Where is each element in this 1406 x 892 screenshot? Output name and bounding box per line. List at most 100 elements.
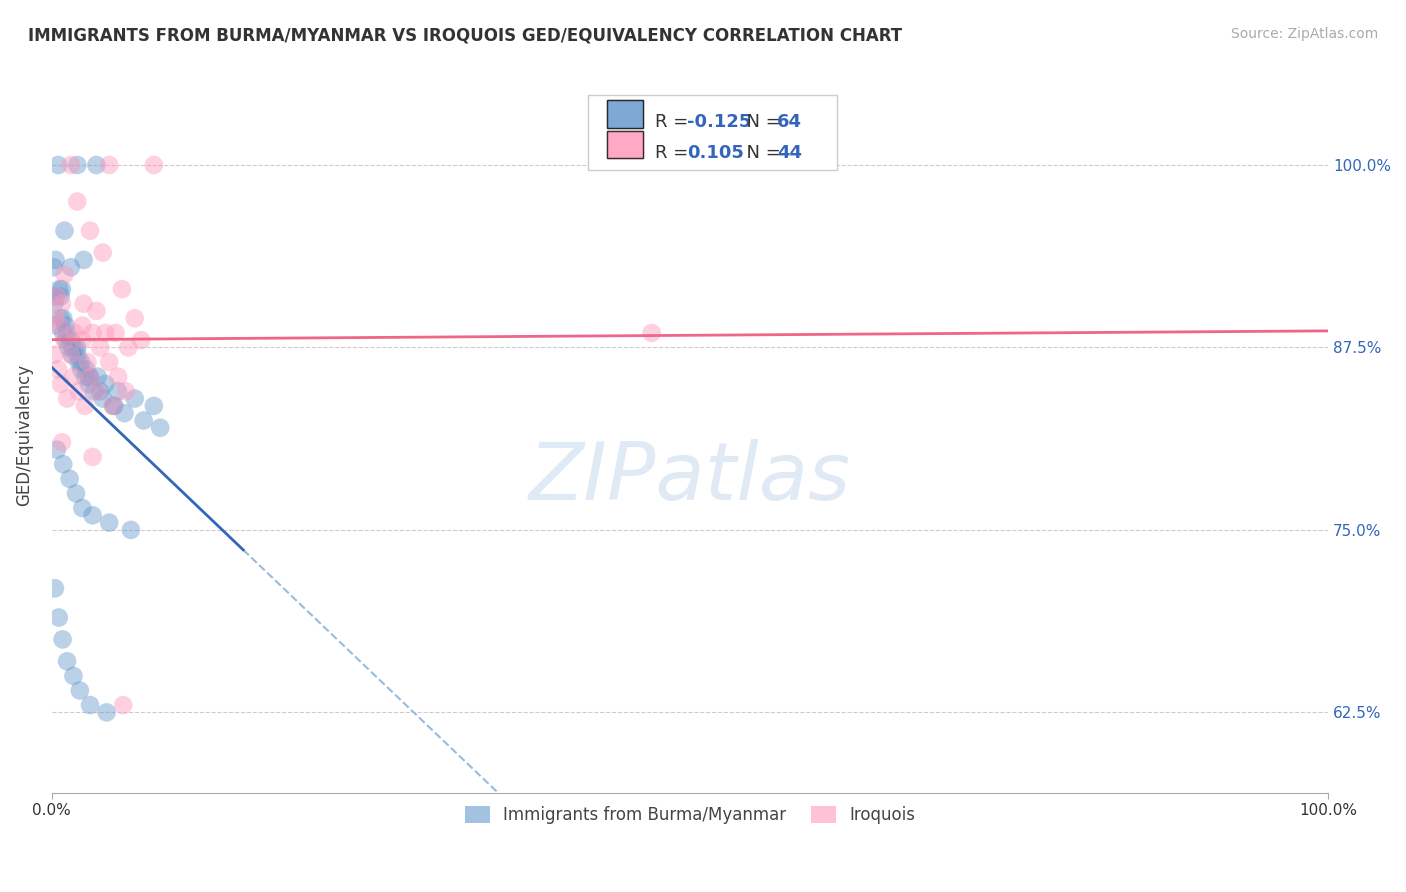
Point xyxy=(107,384,129,399)
Point xyxy=(79,369,101,384)
Point xyxy=(45,318,67,333)
Point xyxy=(52,632,75,647)
Point xyxy=(53,224,76,238)
Point xyxy=(63,341,86,355)
Point xyxy=(58,341,80,355)
Point xyxy=(107,369,129,384)
Point xyxy=(66,348,89,362)
Point xyxy=(149,421,172,435)
Point xyxy=(55,318,77,333)
Text: 0.105: 0.105 xyxy=(688,144,744,162)
Point xyxy=(70,355,93,369)
Point xyxy=(66,341,89,355)
Point xyxy=(59,472,82,486)
Text: -0.125: -0.125 xyxy=(688,113,752,131)
Point xyxy=(53,333,76,347)
Point xyxy=(91,245,114,260)
Point xyxy=(63,326,86,340)
Point xyxy=(59,260,82,275)
Point xyxy=(98,158,121,172)
Point xyxy=(77,369,100,384)
Point xyxy=(98,516,121,530)
Text: R =: R = xyxy=(655,113,695,131)
Point xyxy=(132,413,155,427)
Point xyxy=(142,399,165,413)
Point xyxy=(72,333,94,347)
Point xyxy=(96,706,118,720)
Point xyxy=(142,158,165,172)
Point xyxy=(89,341,111,355)
Point xyxy=(86,158,108,172)
Text: 44: 44 xyxy=(776,144,801,162)
Point xyxy=(112,698,135,712)
Point xyxy=(59,158,82,172)
Point xyxy=(120,523,142,537)
Point xyxy=(48,318,70,333)
Point xyxy=(51,435,73,450)
Point xyxy=(60,341,83,355)
Text: ZIPatlas: ZIPatlas xyxy=(529,439,851,517)
Point xyxy=(49,311,72,326)
Point xyxy=(53,268,76,282)
Point xyxy=(56,392,79,406)
Point xyxy=(52,326,75,340)
Point xyxy=(72,501,94,516)
Point xyxy=(66,158,89,172)
Point xyxy=(104,326,127,340)
Point xyxy=(49,376,72,391)
Point xyxy=(124,392,146,406)
Point xyxy=(94,376,117,391)
Text: Source: ZipAtlas.com: Source: ZipAtlas.com xyxy=(1230,27,1378,41)
Point xyxy=(51,296,73,310)
Point xyxy=(62,369,84,384)
Point xyxy=(51,282,73,296)
Point xyxy=(46,362,69,376)
Point xyxy=(82,326,104,340)
Point xyxy=(103,399,125,413)
Legend: Immigrants from Burma/Myanmar, Iroquois: Immigrants from Burma/Myanmar, Iroquois xyxy=(454,797,925,834)
Point xyxy=(73,399,96,413)
Point xyxy=(48,282,70,296)
Point xyxy=(94,326,117,340)
Text: N =: N = xyxy=(734,113,786,131)
Point xyxy=(73,296,96,310)
Text: R =: R = xyxy=(655,144,700,162)
Point xyxy=(48,610,70,624)
Point xyxy=(98,355,121,369)
Point xyxy=(73,369,96,384)
FancyBboxPatch shape xyxy=(607,131,643,158)
Point xyxy=(111,282,134,296)
Point xyxy=(129,333,152,347)
Point xyxy=(72,318,94,333)
Point xyxy=(73,252,96,267)
Point xyxy=(82,450,104,464)
Point xyxy=(56,326,79,340)
Y-axis label: GED/Equivalency: GED/Equivalency xyxy=(15,364,32,506)
Point xyxy=(45,442,67,457)
Point xyxy=(86,304,108,318)
Point xyxy=(79,224,101,238)
Point xyxy=(79,698,101,712)
Point xyxy=(44,348,66,362)
Point xyxy=(65,486,87,500)
Point xyxy=(101,399,124,413)
Point xyxy=(42,260,65,275)
Point xyxy=(59,333,82,347)
Point xyxy=(70,362,93,376)
Point xyxy=(52,457,75,471)
Point xyxy=(45,289,67,303)
Point xyxy=(101,399,124,413)
Point xyxy=(69,683,91,698)
Point xyxy=(45,289,67,303)
Point xyxy=(89,384,111,399)
Point xyxy=(82,508,104,523)
Text: IMMIGRANTS FROM BURMA/MYANMAR VS IROQUOIS GED/EQUIVALENCY CORRELATION CHART: IMMIGRANTS FROM BURMA/MYANMAR VS IROQUOI… xyxy=(28,27,903,45)
Point xyxy=(117,341,139,355)
Point xyxy=(52,311,75,326)
Point xyxy=(45,252,67,267)
Point xyxy=(67,384,90,399)
FancyBboxPatch shape xyxy=(588,95,837,170)
Point xyxy=(114,406,136,420)
Point xyxy=(91,392,114,406)
Point xyxy=(62,669,84,683)
